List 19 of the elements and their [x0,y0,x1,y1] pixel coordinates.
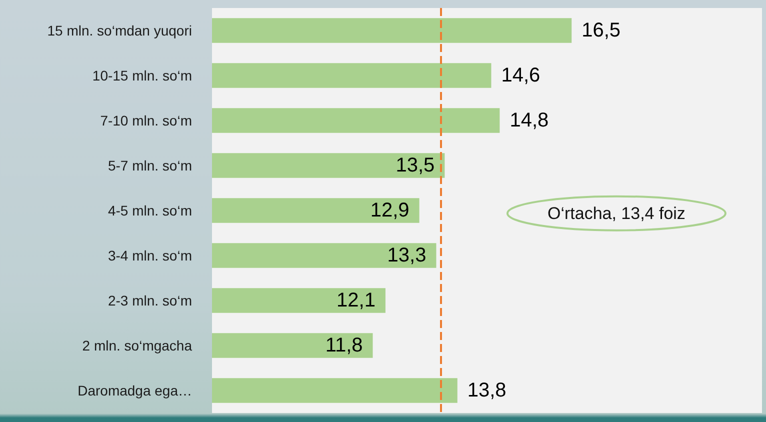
y-tick-label: 7-10 mln. so‘m [100,112,192,128]
y-tick-label: 5-7 mln. so‘m [108,158,192,174]
y-tick-label: 15 mln. so‘mdan yuqori [47,22,192,38]
data-label: 14,6 [501,64,540,86]
data-label: 13,8 [467,380,506,402]
y-tick-label: 3-4 mln. so‘m [108,248,192,264]
annotation: O‘rtacha, 13,4 foiz [547,204,686,223]
data-label: 12,1 [336,290,376,312]
y-tick-label: 2 mln. so‘mgacha [82,338,192,354]
data-label: 12,9 [370,200,410,222]
data-label: 16,5 [582,20,621,42]
data-label: 13,3 [387,244,426,266]
data-label: 13,5 [396,154,435,176]
y-tick-label: 10-15 mln. so‘m [92,68,192,84]
y-tick-label: 4-5 mln. so‘m [108,202,192,218]
y-tick-label: 2-3 mln. so‘m [108,292,192,308]
data-label: 14,8 [510,110,549,132]
data-label: 11,8 [325,334,363,356]
y-tick-label: Daromadga ega… [78,382,192,398]
